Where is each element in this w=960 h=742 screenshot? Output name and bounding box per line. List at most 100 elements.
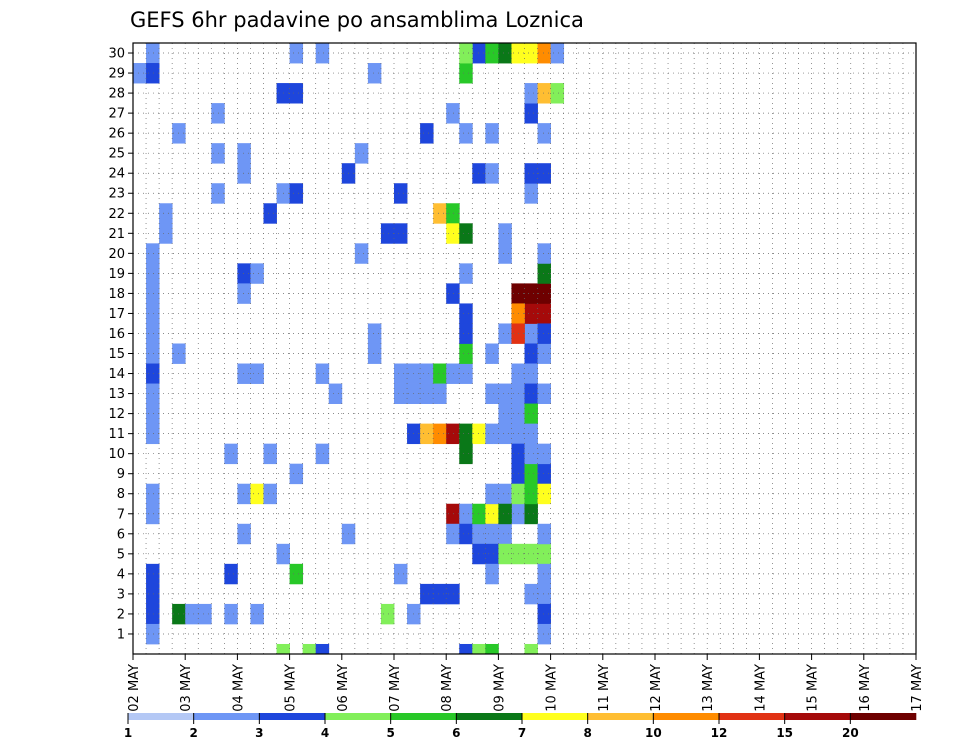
heatmap-cell (459, 643, 473, 654)
heatmap-cell (459, 503, 473, 525)
y-tick-label: 14 (108, 367, 125, 382)
heatmap-cell (446, 363, 460, 384)
heatmap-cell (146, 623, 160, 645)
heatmap-cell (146, 43, 160, 64)
heatmap-cell (537, 563, 551, 585)
heatmap-cell (146, 323, 160, 344)
colorbar-swatch (522, 713, 588, 720)
colorbar-swatch (325, 713, 391, 720)
heatmap-cell (537, 463, 551, 485)
heatmap-cell (250, 603, 264, 625)
heatmap-cell (524, 163, 538, 184)
heatmap-cell (537, 43, 551, 64)
heatmap-cell (459, 43, 473, 64)
heatmap-cell (354, 243, 369, 264)
x-tick-label: 16 MAY (858, 664, 873, 712)
heatmap-cell (537, 483, 551, 505)
heatmap-cell (289, 463, 304, 485)
heatmap-cell (524, 183, 538, 204)
heatmap-cell (472, 643, 486, 654)
heatmap-cell (446, 423, 460, 445)
colorbar-swatch (390, 713, 457, 720)
heatmap-cell (146, 563, 160, 585)
heatmap-cell (315, 643, 330, 654)
y-tick-label: 28 (108, 87, 125, 102)
heatmap-cell (472, 543, 486, 565)
y-tick-label: 29 (108, 67, 125, 82)
heatmap-cell (446, 523, 460, 545)
colorbar-swatch (259, 713, 326, 720)
heatmap-cell (498, 323, 512, 344)
heatmap-cell (524, 303, 538, 324)
heatmap-cell (433, 423, 447, 445)
heatmap-cell (146, 343, 160, 364)
heatmap-cell (185, 603, 199, 625)
heatmap-cell (537, 523, 551, 545)
heatmap-cell (263, 443, 277, 465)
x-tick-label: 15 MAY (806, 664, 821, 712)
heatmap-cell (394, 563, 408, 585)
heatmap-cell (146, 63, 160, 84)
heatmap-cell (524, 443, 538, 465)
heatmap-cell (485, 543, 499, 565)
x-tick-label: 06 MAY (336, 664, 351, 712)
heatmap-cell (524, 343, 538, 364)
y-tick-label: 17 (108, 307, 125, 322)
heatmap-cell (485, 163, 499, 184)
colorbar-swatch (587, 713, 654, 720)
heatmap-cell (485, 43, 499, 64)
heatmap-cell (498, 43, 512, 64)
heatmap-cell (367, 323, 382, 344)
x-tick-label: 07 MAY (388, 664, 403, 712)
heatmap-cell (394, 183, 408, 204)
cell-layer (133, 43, 565, 654)
heatmap-cell (250, 483, 264, 505)
heatmap-cell (420, 423, 434, 445)
heatmap-cell (524, 323, 538, 344)
x-tick-label: 04 MAY (231, 664, 246, 712)
heatmap-cell (459, 443, 473, 465)
heatmap-cell (380, 603, 395, 625)
heatmap-cell (289, 83, 304, 104)
colorbar-legend: 1 2 3 4 5 6 7 8 10 12 15 20 (124, 713, 917, 740)
heatmap-cell (537, 123, 551, 144)
x-tick-label: 02 MAY (127, 664, 142, 712)
heatmap-cell (537, 263, 551, 284)
y-tick-label: 25 (108, 147, 125, 162)
colorbar-label: 8 (583, 726, 591, 740)
heatmap-cell (485, 343, 499, 364)
heatmap-cell (537, 323, 551, 344)
heatmap-cell (537, 83, 551, 104)
colorbar-swatch (456, 713, 523, 720)
heatmap-cell (524, 283, 538, 304)
heatmap-cell (524, 643, 538, 654)
x-tick-label: 14 MAY (753, 664, 768, 712)
heatmap-cell (146, 483, 160, 505)
chart-title: GEFS 6hr padavine po ansamblima Loznica (130, 8, 584, 32)
heatmap-cell (146, 303, 160, 324)
heatmap-cell (459, 343, 473, 364)
heatmap-cell (472, 43, 486, 64)
x-tick-label: 09 MAY (492, 664, 507, 712)
y-tick-label: 22 (108, 207, 125, 222)
x-tick-label: 08 MAY (440, 664, 455, 712)
heatmap-cell (146, 503, 160, 525)
heatmap-cell (446, 503, 460, 525)
colorbar-swatch (128, 713, 194, 720)
x-tick-label: 12 MAY (649, 664, 664, 712)
x-tick-label: 03 MAY (179, 664, 194, 712)
heatmap-cell (315, 43, 330, 64)
heatmap-cell (498, 543, 512, 565)
colorbar-label: 10 (645, 726, 662, 740)
heatmap-cell (485, 383, 499, 404)
y-tick-label: 21 (108, 227, 125, 242)
heatmap-cell (485, 423, 499, 445)
heatmap-cell (472, 163, 486, 184)
y-tick-label: 20 (108, 247, 125, 262)
heatmap-cell (485, 483, 499, 505)
colorbar-label: 3 (255, 726, 263, 740)
x-tick-label: 05 MAY (284, 664, 299, 712)
heatmap-cell (420, 383, 434, 404)
heatmap-cell (459, 303, 473, 324)
heatmap-cell (472, 503, 486, 525)
